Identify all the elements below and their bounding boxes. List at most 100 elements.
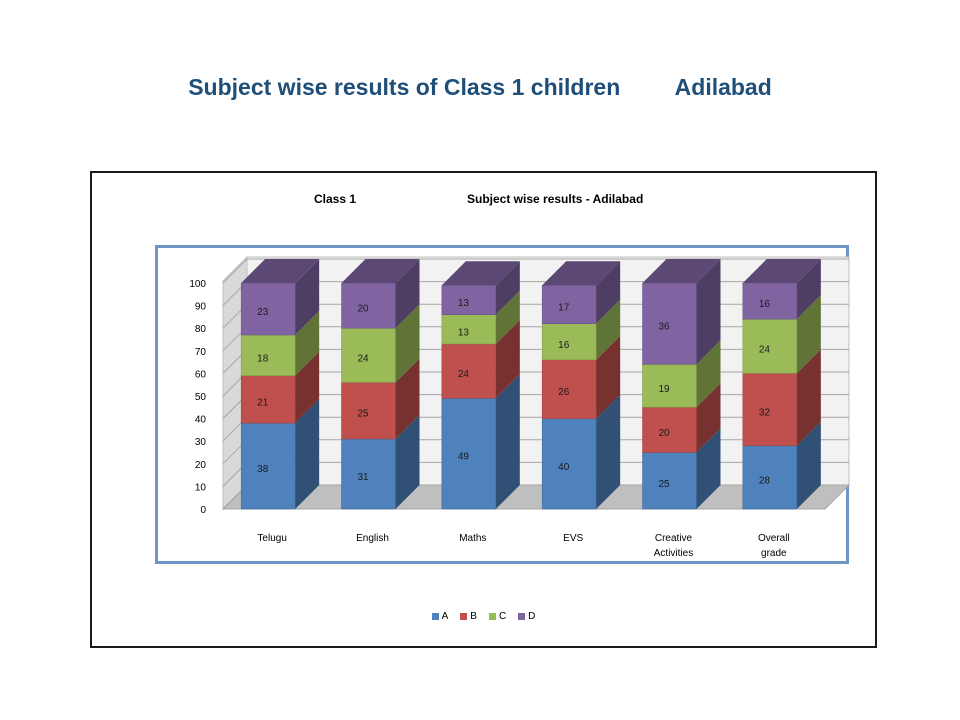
bar-side-D [295, 259, 320, 335]
bar-side-B [295, 351, 320, 424]
data-label: 17 [558, 302, 570, 313]
bar-side-B [696, 383, 721, 453]
bar-B [240, 375, 296, 424]
slide-title-place: Adilabad [674, 74, 772, 100]
y-tick-label: 10 [195, 482, 207, 493]
x-tick-label: Maths [459, 533, 486, 544]
data-label: 21 [257, 397, 269, 408]
bar-A [240, 422, 296, 510]
data-label: 23 [257, 307, 269, 318]
bar-A [742, 445, 798, 510]
data-label: 20 [659, 428, 671, 439]
bar-D [240, 282, 296, 336]
bar-top-D [542, 261, 621, 286]
bar-top-D [241, 259, 320, 283]
bar-side-A [596, 394, 621, 509]
legend-label: B [470, 611, 477, 622]
y-tick-label: 80 [195, 324, 207, 335]
bar-A [541, 418, 597, 510]
x-tick-label: grade [761, 548, 787, 559]
y-tick-label: 90 [195, 302, 207, 313]
bar-top-D [742, 259, 821, 283]
data-label: 25 [659, 479, 671, 490]
data-label: 24 [458, 369, 470, 380]
bar-C [341, 327, 396, 383]
bar-C [742, 318, 798, 374]
data-label: 16 [558, 340, 570, 351]
x-tick-label: English [356, 533, 389, 544]
chart-title-right: Subject wise results - Adilabad [467, 192, 644, 206]
data-label: 38 [257, 464, 269, 475]
legend-swatch [488, 613, 496, 620]
bar-side-B [796, 349, 821, 446]
bar-A [341, 438, 396, 510]
y-tick-label: 100 [189, 279, 206, 290]
legend-label: D [528, 611, 536, 622]
y-tick-label: 20 [195, 460, 207, 471]
bar-side-C [696, 340, 721, 408]
data-label: 32 [759, 408, 771, 419]
bar-D [541, 285, 597, 324]
bar-side-A [796, 421, 821, 509]
data-label: 13 [458, 298, 470, 309]
legend-swatch [460, 613, 468, 620]
data-label: 24 [358, 353, 370, 364]
bar-top-D [441, 261, 520, 286]
chart-frame: Class 1 Subject wise results - Adilabad … [90, 171, 877, 648]
x-tick-label: Creative [655, 533, 693, 544]
bar-A [441, 398, 497, 510]
bar-side-B [495, 320, 520, 399]
bar-D [642, 282, 697, 365]
chart-legend: A B C D [92, 611, 875, 622]
legend-swatch [431, 613, 439, 620]
bar-side-A [696, 428, 721, 509]
data-label: 18 [257, 353, 269, 364]
x-tick-label: EVS [563, 533, 583, 544]
legend-label: C [498, 611, 507, 622]
bar-A [642, 452, 697, 510]
bar-B [441, 343, 497, 399]
legend-swatch [518, 613, 526, 620]
bar-side-B [596, 335, 621, 419]
data-label: 13 [458, 327, 470, 338]
bar-top-D [642, 259, 721, 283]
bar-C [642, 364, 697, 408]
bar-side-C [295, 310, 320, 376]
y-tick-label: 30 [195, 437, 207, 448]
y-tick-label: 70 [195, 347, 207, 358]
y-tick-label: 60 [195, 369, 207, 380]
y-tick-label: 50 [195, 392, 207, 403]
bar-side-A [295, 399, 320, 509]
data-label: 25 [358, 409, 370, 420]
legend-item-B: B [460, 611, 477, 622]
x-tick-label: Activities [654, 548, 693, 559]
bar-B [341, 382, 396, 440]
bar-side-D [395, 259, 420, 329]
stacked-bar-chart: 0 10 20 30 40 50 60 70 80 90 100 38 21 18 23 Telugu 31 25… [189, 255, 851, 559]
data-label: 26 [558, 387, 570, 398]
data-label: 36 [659, 322, 671, 333]
bar-B [541, 359, 597, 419]
bar-side-C [796, 295, 821, 374]
data-label: 19 [659, 384, 671, 395]
legend-label: A [441, 611, 449, 622]
data-label: 20 [358, 304, 370, 315]
legend-item-D: D [518, 611, 535, 622]
bar-side-C [596, 299, 621, 360]
bar-side-C [495, 290, 520, 345]
bar-D [341, 282, 396, 329]
slide-title: Subject wise results of Class 1 children… [0, 74, 960, 101]
data-label: 49 [458, 452, 470, 463]
data-label: 40 [558, 462, 570, 473]
legend-item-C: C [488, 611, 507, 622]
slide-title-text: Subject wise results of Class 1 children [188, 74, 621, 100]
data-label: 16 [759, 299, 771, 310]
x-tick-label: Telugu [257, 533, 286, 544]
y-tick-label: 0 [200, 505, 206, 516]
bar-side-D [495, 261, 520, 315]
bar-side-B [395, 358, 420, 439]
bar-side-D [596, 261, 621, 324]
bar-side-D [696, 259, 721, 365]
bar-C [441, 314, 497, 345]
bar-side-C [395, 304, 420, 383]
